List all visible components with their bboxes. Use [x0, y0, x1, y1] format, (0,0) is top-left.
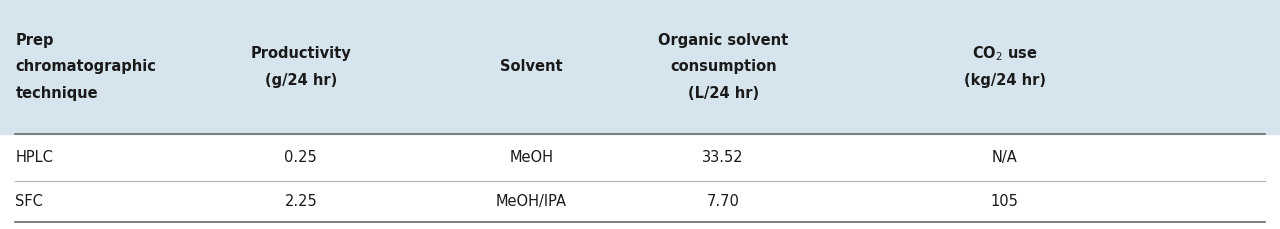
Text: SFC: SFC: [15, 194, 44, 209]
Text: Solvent: Solvent: [500, 60, 562, 74]
Text: technique: technique: [15, 86, 99, 101]
Text: Prep: Prep: [15, 33, 54, 48]
Text: MeOH/IPA: MeOH/IPA: [495, 194, 567, 209]
Text: HPLC: HPLC: [15, 150, 54, 165]
Text: chromatographic: chromatographic: [15, 60, 156, 74]
Text: (kg/24 hr): (kg/24 hr): [964, 73, 1046, 88]
Bar: [0, 0, 1280, 134]
Text: (g/24 hr): (g/24 hr): [265, 73, 337, 88]
Text: Organic solvent: Organic solvent: [658, 33, 788, 48]
Text: 105: 105: [991, 194, 1019, 209]
Text: MeOH: MeOH: [509, 150, 553, 165]
Text: 0.25: 0.25: [284, 150, 317, 165]
Text: N/A: N/A: [992, 150, 1018, 165]
Text: CO$_2$ use: CO$_2$ use: [972, 44, 1038, 63]
Text: 33.52: 33.52: [703, 150, 744, 165]
Text: consumption: consumption: [669, 60, 777, 74]
Text: 2.25: 2.25: [284, 194, 317, 209]
Text: (L/24 hr): (L/24 hr): [687, 86, 759, 101]
Text: Productivity: Productivity: [251, 46, 351, 61]
Text: 7.70: 7.70: [707, 194, 740, 209]
